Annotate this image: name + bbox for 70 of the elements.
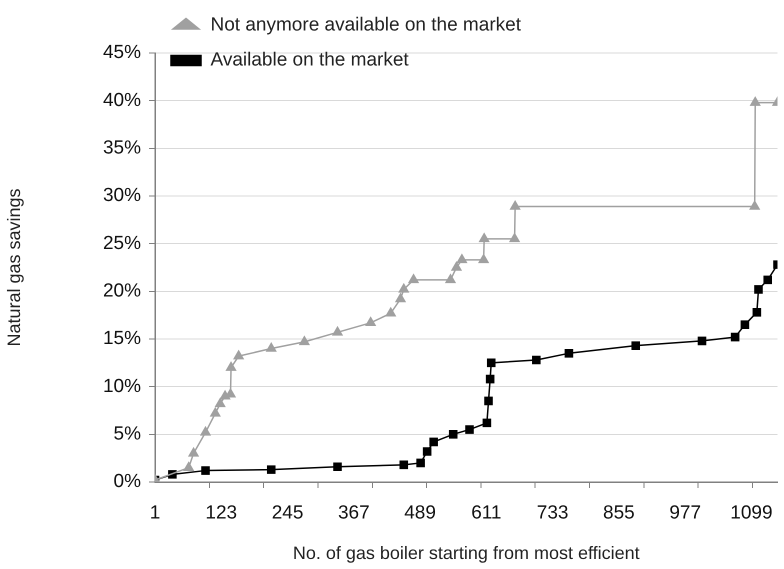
point (332, 326, 343, 336)
x-tick-label: 245 (272, 502, 304, 524)
point (386, 308, 396, 317)
point (226, 362, 236, 371)
point (456, 254, 467, 264)
y-tick-label: 25% (102, 232, 142, 254)
point (429, 438, 438, 446)
y-tick-label: 30% (102, 185, 142, 206)
point (266, 465, 276, 474)
x-tick-label: 977 (669, 502, 702, 524)
y-tick-label: 20% (102, 280, 142, 302)
legend-label: Available on the market (210, 50, 410, 71)
point (484, 396, 493, 406)
x-tick-label: 367 (338, 502, 370, 524)
point (754, 285, 763, 294)
point (465, 425, 474, 434)
point (750, 96, 760, 106)
point (299, 336, 310, 346)
point (399, 460, 408, 470)
point (398, 284, 409, 293)
point (188, 448, 199, 457)
x-tick-label: 1099 (730, 502, 773, 524)
x-axis-title: No. of gas boiler starting from most efficient (292, 543, 640, 564)
x-tick-label: 611 (471, 502, 502, 524)
y-tick-label: 40% (102, 90, 142, 111)
x-tick-label: 489 (404, 502, 436, 524)
point (631, 341, 640, 350)
point (479, 233, 490, 242)
point (750, 200, 760, 210)
point (201, 466, 210, 475)
y-axis-title: Natural gas savings (4, 188, 24, 347)
point (730, 332, 740, 342)
y-tick-label: 15% (102, 328, 142, 350)
y-tick-label: 0% (114, 471, 142, 492)
point (445, 274, 456, 284)
legend-label: Not anymore available on the market (210, 14, 522, 36)
point (200, 426, 211, 436)
point (740, 320, 750, 329)
point (482, 418, 492, 428)
point (333, 462, 342, 472)
point (266, 342, 276, 352)
point (532, 356, 541, 364)
point (510, 233, 520, 242)
point (451, 262, 462, 271)
point (486, 358, 496, 368)
y-tick-label: 5% (114, 424, 142, 445)
point (408, 274, 419, 284)
y-tick-label: 45% (102, 42, 142, 64)
point (184, 462, 194, 471)
point (234, 350, 244, 360)
point (564, 349, 574, 358)
point (422, 447, 432, 456)
point (486, 374, 494, 384)
x-tick-label: 123 (205, 502, 238, 524)
point (215, 398, 226, 408)
y-tick-label: 35% (102, 138, 142, 159)
point (698, 336, 706, 346)
point (366, 317, 376, 326)
point (752, 308, 762, 317)
point (510, 200, 520, 210)
point (416, 458, 425, 468)
point (448, 430, 458, 439)
point (210, 408, 220, 417)
y-tick-label: 10% (102, 376, 142, 397)
x-tick-label: 855 (603, 502, 635, 524)
x-tick-label: 733 (536, 502, 568, 524)
point (763, 276, 772, 284)
point (395, 293, 406, 302)
point (478, 254, 489, 264)
x-tick-label: 1 (150, 502, 160, 524)
